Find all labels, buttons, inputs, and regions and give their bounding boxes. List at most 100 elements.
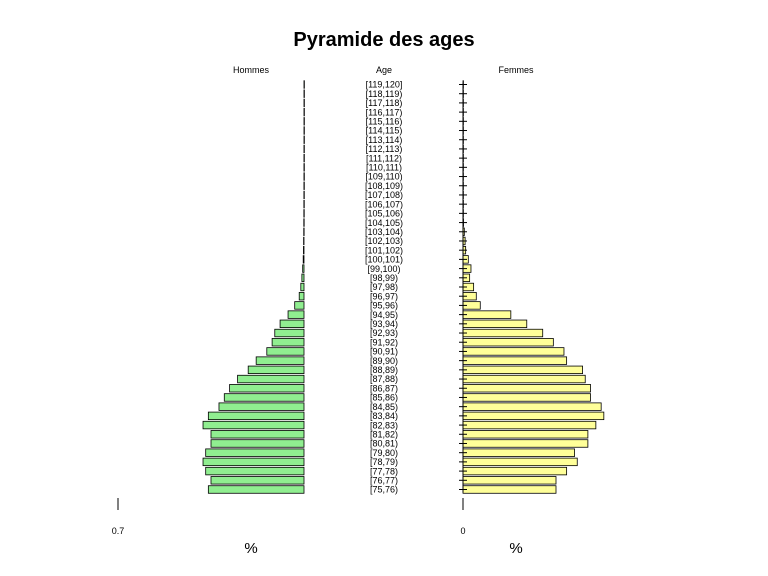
age-category-label: [87,88) xyxy=(370,374,398,384)
age-category-label: [83,84) xyxy=(370,411,398,421)
age-category-label: [94,95) xyxy=(370,310,398,320)
age-category-label: [85,86) xyxy=(370,393,398,403)
age-category-label: [107,108) xyxy=(365,190,403,200)
male-bar xyxy=(266,347,305,356)
female-bar xyxy=(462,420,597,430)
male-bar xyxy=(255,356,305,365)
male-bar xyxy=(218,402,305,411)
female-bar xyxy=(462,476,557,485)
chart-title: Pyramide des ages xyxy=(293,29,474,51)
male-bar xyxy=(202,457,305,467)
female-bar xyxy=(462,439,589,448)
female-bar xyxy=(462,466,568,476)
age-category-label: [79,80) xyxy=(370,448,398,458)
left-axis-unit: % xyxy=(244,540,257,557)
age-category-label: [99,100) xyxy=(367,264,400,274)
age-category-label: [108,109) xyxy=(365,181,403,191)
age-category-label: [91,92) xyxy=(370,337,398,347)
female-bars-group xyxy=(462,80,605,494)
female-bar xyxy=(462,374,586,384)
age-category-label: [112,113) xyxy=(366,144,403,154)
age-category-label: [86,87) xyxy=(370,383,398,393)
age-category-label: [90,91) xyxy=(370,347,398,357)
age-category-label: [105,106) xyxy=(365,209,403,219)
left-tick-label: 0.7 xyxy=(112,526,125,536)
right-tick-label: 0 xyxy=(460,526,465,536)
female-age-axis xyxy=(459,82,467,493)
female-bar xyxy=(462,319,528,328)
age-category-label: [93,94) xyxy=(370,319,398,329)
age-category-label: [102,103) xyxy=(365,236,403,246)
male-bars-group xyxy=(202,80,305,494)
age-category-label: [109,110) xyxy=(365,172,402,182)
female-bar xyxy=(462,328,544,338)
male-bar xyxy=(274,328,305,338)
age-category-label: [92,93) xyxy=(370,328,398,338)
female-bar xyxy=(462,411,605,421)
male-bar xyxy=(302,255,305,264)
age-category-label: [115,116) xyxy=(366,117,403,127)
male-bar xyxy=(207,485,305,494)
male-bar xyxy=(271,338,305,347)
male-bar xyxy=(202,420,305,430)
male-bar xyxy=(301,273,305,282)
male-bar xyxy=(207,411,305,421)
age-category-label: [117,118) xyxy=(366,98,403,108)
female-bar xyxy=(462,384,591,393)
female-bar xyxy=(462,448,575,457)
male-bar xyxy=(210,476,305,485)
age-category-label: [118,119) xyxy=(366,89,403,99)
male-bar xyxy=(300,282,305,292)
age-category-label: [88,89) xyxy=(370,365,398,375)
age-category-label: [114,115) xyxy=(366,126,403,136)
male-bar xyxy=(287,310,305,319)
male-bar xyxy=(205,448,305,457)
age-category-label: [81,82) xyxy=(370,429,398,439)
male-bar xyxy=(303,246,305,255)
age-category-label: [97,98) xyxy=(370,282,398,292)
age-category-label: [106,107) xyxy=(365,199,403,209)
male-bar xyxy=(279,319,305,328)
age-category-label: [100,101) xyxy=(365,255,403,265)
female-bar xyxy=(462,338,554,347)
female-bar xyxy=(462,310,512,319)
age-labels-group: [75,76)[76,77)[77,78)[78,79)[79,80)[80,8… xyxy=(365,80,403,495)
female-bar xyxy=(462,347,565,356)
age-category-label: [95,96) xyxy=(370,301,398,311)
age-category-label: [77,78) xyxy=(370,466,398,476)
male-bar xyxy=(298,292,305,301)
male-bar xyxy=(294,301,305,310)
male-bar xyxy=(247,365,305,375)
age-category-label: [82,83) xyxy=(370,420,398,430)
male-bar xyxy=(210,439,305,448)
female-bar xyxy=(462,457,578,467)
age-category-label: [104,105) xyxy=(365,218,403,228)
age-category-label: [75,76) xyxy=(370,485,398,495)
age-category-label: [76,77) xyxy=(370,475,398,485)
age-category-label: [119,120] xyxy=(366,80,403,90)
male-bar xyxy=(237,374,305,384)
age-category-label: [110,111) xyxy=(366,163,402,173)
left-header-hommes: Hommes xyxy=(233,65,270,75)
male-bar xyxy=(205,466,305,476)
age-category-label: [101,102) xyxy=(365,245,403,255)
age-category-label: [80,81) xyxy=(370,439,398,449)
age-category-label: [116,117) xyxy=(366,107,403,117)
age-category-label: [96,97) xyxy=(370,291,398,301)
age-category-label: [111,112) xyxy=(366,153,402,163)
center-header-age: Age xyxy=(376,65,392,75)
female-bar xyxy=(462,393,591,402)
age-category-label: [84,85) xyxy=(370,402,398,412)
male-bar xyxy=(229,384,305,393)
female-bar xyxy=(462,365,583,375)
male-bar xyxy=(223,393,305,402)
female-bar xyxy=(462,402,602,411)
male-bar xyxy=(302,264,305,273)
female-bar xyxy=(462,356,568,365)
age-category-label: [98,99) xyxy=(370,273,398,283)
age-category-label: [113,114) xyxy=(366,135,403,145)
female-bar xyxy=(462,430,589,439)
right-header-femmes: Femmes xyxy=(498,65,534,75)
right-axis-unit: % xyxy=(509,540,522,557)
